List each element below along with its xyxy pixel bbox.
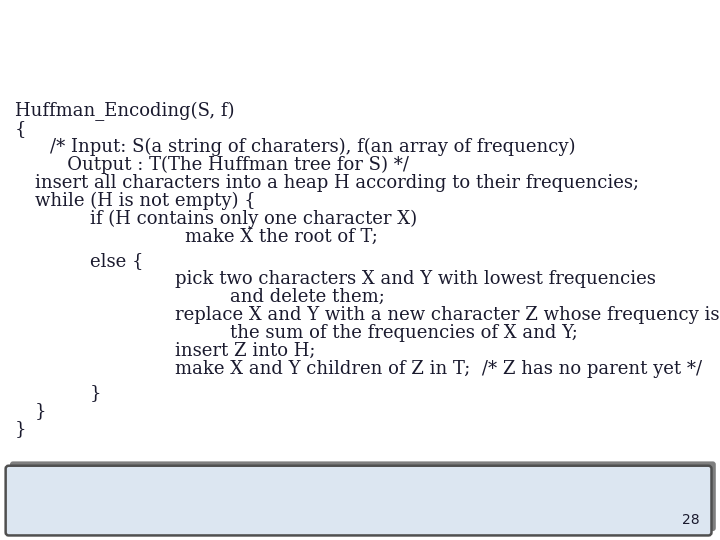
Text: and delete them;: and delete them; xyxy=(230,288,385,306)
Text: Output : T(The Huffman tree for S) */: Output : T(The Huffman tree for S) */ xyxy=(50,156,409,174)
Text: Huffman_Encoding(S, f): Huffman_Encoding(S, f) xyxy=(15,102,235,121)
Text: replace X and Y with a new character Z whose frequency is: replace X and Y with a new character Z w… xyxy=(175,306,719,324)
Text: 28: 28 xyxy=(683,513,700,527)
Text: else {: else { xyxy=(90,252,143,270)
Text: insert Z into H;: insert Z into H; xyxy=(175,342,315,360)
Text: if (H contains only one character X): if (H contains only one character X) xyxy=(90,210,417,228)
Text: make X the root of T;: make X the root of T; xyxy=(185,228,378,246)
Text: }: } xyxy=(15,420,27,438)
Text: /* Input: S(a string of charaters), f(an array of frequency): /* Input: S(a string of charaters), f(an… xyxy=(50,138,575,156)
Text: make X and Y children of Z in T;  /* Z has no parent yet */: make X and Y children of Z in T; /* Z ha… xyxy=(175,360,702,378)
Text: }: } xyxy=(35,402,47,420)
Text: insert all characters into a heap H according to their frequencies;: insert all characters into a heap H acco… xyxy=(35,174,639,192)
Text: {: { xyxy=(15,120,27,138)
Text: }: } xyxy=(90,384,102,402)
Text: pick two characters X and Y with lowest frequencies: pick two characters X and Y with lowest … xyxy=(175,270,656,288)
Text: while (H is not empty) {: while (H is not empty) { xyxy=(35,192,256,210)
FancyBboxPatch shape xyxy=(6,465,711,536)
FancyBboxPatch shape xyxy=(10,461,716,531)
Text: the sum of the frequencies of X and Y;: the sum of the frequencies of X and Y; xyxy=(230,324,578,342)
